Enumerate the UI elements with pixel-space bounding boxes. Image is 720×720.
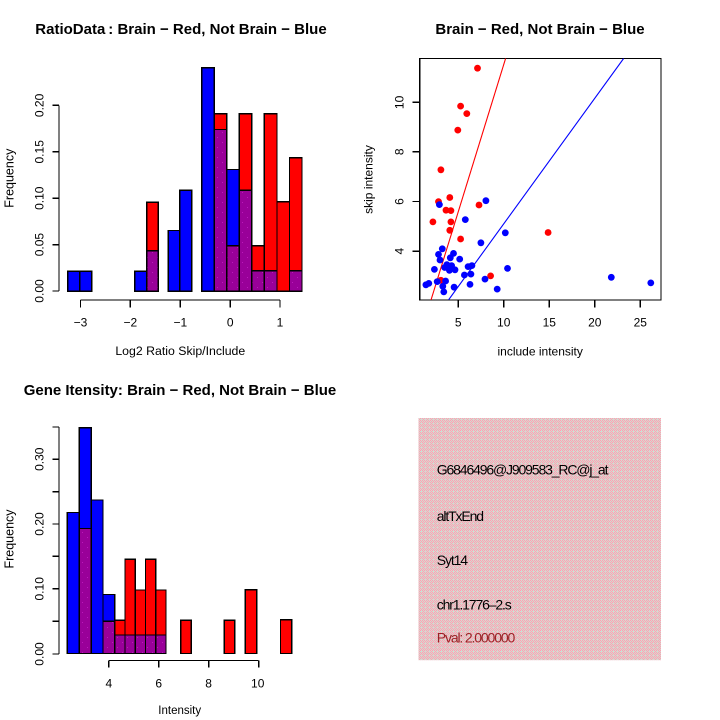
svg-text:include intensity: include intensity: [498, 345, 583, 359]
svg-text:Log2 Ratio Skip/Include: Log2 Ratio Skip/Include: [115, 344, 245, 358]
svg-text:Gene Itensity: Brain − Red, No: Gene Itensity: Brain − Red, Not Brain − …: [24, 382, 337, 399]
svg-text:4: 4: [105, 677, 112, 691]
svg-text:4: 4: [393, 248, 407, 255]
svg-text:0.10: 0.10: [32, 186, 46, 210]
svg-text:0.30: 0.30: [32, 447, 46, 471]
svg-text:−2: −2: [124, 316, 138, 330]
svg-text:0.00: 0.00: [32, 642, 46, 666]
svg-text:Frequency: Frequency: [3, 148, 17, 208]
svg-text:5: 5: [455, 316, 462, 330]
svg-text:10: 10: [251, 677, 265, 691]
svg-text:10: 10: [497, 316, 511, 330]
svg-text:altTxEnd: altTxEnd: [437, 508, 483, 524]
svg-text:8: 8: [205, 677, 212, 691]
svg-text:0.20: 0.20: [32, 93, 46, 117]
svg-text:0.05: 0.05: [32, 233, 46, 257]
svg-text:1: 1: [277, 316, 284, 330]
svg-text:6: 6: [155, 677, 162, 691]
svg-text:10: 10: [393, 95, 407, 109]
svg-text:−1: −1: [173, 316, 187, 330]
svg-text:Syt14: Syt14: [437, 552, 468, 568]
svg-text:15: 15: [543, 316, 557, 330]
svg-text:−3: −3: [74, 316, 88, 330]
svg-text:0.00: 0.00: [32, 279, 46, 303]
svg-text:chr1.1776–2.s: chr1.1776–2.s: [437, 596, 512, 612]
svg-text:0: 0: [227, 316, 234, 330]
svg-text:0.10: 0.10: [32, 577, 46, 601]
svg-text:Brain − Red, Not Brain − Blue: Brain − Red, Not Brain − Blue: [435, 21, 644, 38]
svg-text:G6846496@J909583_RC@j_at: G6846496@J909583_RC@j_at: [437, 461, 609, 477]
svg-text:0.20: 0.20: [32, 512, 46, 536]
svg-text:Intensity: Intensity: [158, 705, 201, 717]
svg-text:skip intensity: skip intensity: [362, 145, 376, 214]
svg-text:Pval: 2.000000: Pval: 2.000000: [437, 630, 516, 646]
svg-text:0.15: 0.15: [32, 140, 46, 164]
svg-text:8: 8: [393, 148, 407, 155]
svg-text:RatioData : Brain − Red, Not B: RatioData : Brain − Red, Not Brain − Blu…: [35, 21, 326, 38]
svg-text:6: 6: [393, 198, 407, 205]
svg-text:Frequency: Frequency: [3, 509, 17, 569]
svg-text:20: 20: [588, 316, 602, 330]
svg-text:25: 25: [634, 316, 648, 330]
